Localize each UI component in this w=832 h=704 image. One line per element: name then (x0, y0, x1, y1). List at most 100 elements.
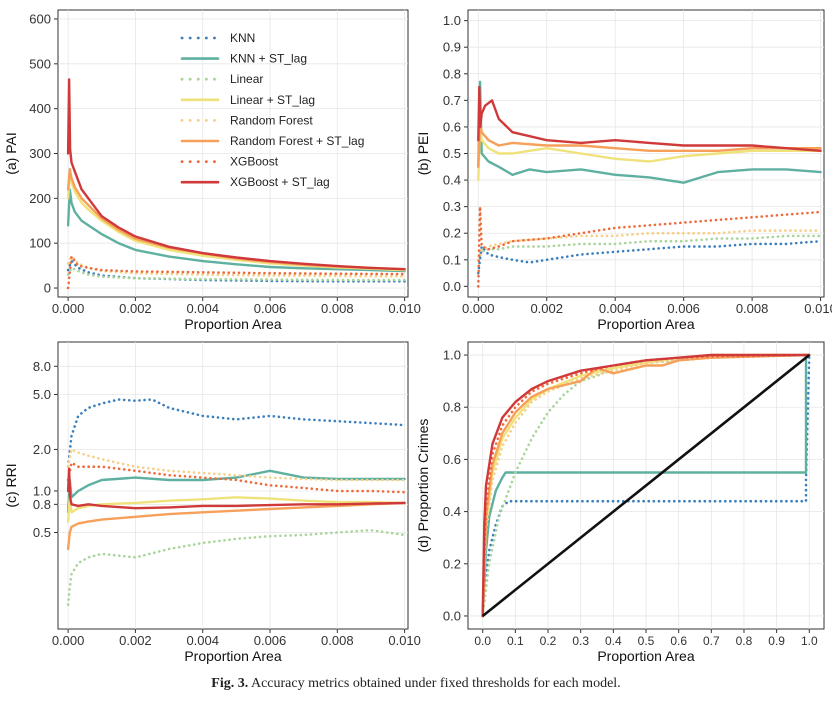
plot-area (476, 80, 822, 288)
series-random-forest-st-lag (66, 501, 406, 551)
x-axis-label: Proportion Area (597, 648, 694, 664)
panel-c: 0.000 0.002 0.004 0.006 0.008 0.010 0.5 0.81.0 2… (3, 341, 421, 664)
series-knn (66, 398, 406, 469)
legend-item: XGBoost + ST_lag (180, 175, 330, 189)
legend-label: Linear (230, 72, 263, 86)
x-tick-label: 0.3 (572, 634, 589, 648)
x-tick-label: 0.5 (638, 634, 655, 648)
x-tick-label: 0.002 (530, 301, 563, 316)
x-axis-label: Proportion Area (184, 648, 281, 664)
y-axis-label: (a) PAI (3, 132, 19, 175)
x-tick-label: 0.2 (540, 634, 557, 648)
series-knn-st-lag (477, 80, 822, 184)
legend-label: XGBoost (230, 155, 279, 169)
series-linear (476, 234, 822, 262)
legend-label: KNN (230, 31, 255, 45)
series-xgboost-st-lag (481, 353, 811, 618)
y-tick-label: 300 (29, 146, 51, 161)
x-tick-label: 0.010 (804, 301, 832, 316)
figure-caption: Fig. 3. Accuracy metrics obtained under … (0, 676, 832, 692)
legend-item: Random Forest + ST_lag (180, 134, 364, 148)
y-axis-label: (c) RRI (3, 463, 19, 507)
caption-text: Accuracy metrics obtained under fixed th… (250, 676, 621, 691)
x-tick-label: 0.004 (186, 301, 219, 316)
series-knn-st-lag (66, 188, 406, 273)
x-tick-label: 0.6 (670, 634, 687, 648)
legend-item: XGBoost (180, 155, 279, 169)
legend-label: XGBoost + ST_lag (230, 175, 330, 189)
y-tick-label: 0.6 (443, 452, 461, 467)
x-tick-label: 0.010 (388, 301, 421, 316)
legend-item: KNN (180, 31, 255, 45)
series-random-forest (66, 255, 406, 278)
x-tick-label: 0.002 (119, 301, 152, 316)
series-linear (66, 266, 406, 282)
y-tick-label: 0.7 (443, 93, 461, 108)
x-tick-label: 0.006 (254, 633, 287, 648)
y-tick-label: 0.8 (443, 400, 461, 415)
series-xgboost (66, 461, 406, 494)
y-tick-label: 1.0 (443, 13, 461, 28)
figure: 0.000 0.002 0.004 0.006 0.008 0.010 0 100 200 300… (3, 9, 832, 664)
x-tick-label: 0.7 (703, 634, 720, 648)
legend-item: Random Forest (180, 113, 313, 127)
y-tick-label: 0 (44, 281, 51, 296)
series-linear-st-lag (66, 496, 406, 523)
y-tick-label: 1.0 (33, 483, 51, 498)
x-tick-label: 0.9 (768, 634, 785, 648)
x-tick-label: 0.006 (667, 301, 700, 316)
panel-frame (57, 341, 409, 630)
x-tick-label: 0.006 (254, 301, 287, 316)
y-tick-label: 400 (29, 101, 51, 116)
legend-item: Linear (180, 72, 263, 86)
x-tick-label: 0.002 (119, 633, 152, 648)
legend-label: Random Forest (230, 113, 313, 127)
x-tick-label: 0.000 (52, 633, 85, 648)
series-linear (66, 528, 406, 607)
y-tick-label: 0.4 (443, 504, 461, 519)
y-tick-label: 8.0 (33, 359, 51, 374)
y-tick-label: 5.0 (33, 387, 51, 402)
x-tick-label: 0.010 (388, 633, 421, 648)
y-tick-label: 0.3 (443, 199, 461, 214)
y-tick-label: 100 (29, 236, 51, 251)
x-tick-label: 0.008 (321, 633, 354, 648)
panel-b: 0.000 0.002 0.004 0.006 0.008 0.010 0.0 0.1 0.2 0… (415, 9, 832, 332)
x-tick-label: 0.4 (605, 634, 622, 648)
series-knn (476, 239, 822, 275)
x-tick-label: 0.000 (52, 301, 85, 316)
series-xgboost-st-lag (66, 467, 406, 510)
legend: KNN KNN + ST_lag Linear Linear + ST_lag Rand… (180, 31, 364, 189)
legend-label: Random Forest + ST_lag (230, 134, 364, 148)
x-tick-label: 0.000 (462, 301, 495, 316)
x-tick-label: 0.004 (599, 301, 632, 316)
reference-diagonal-line (481, 354, 811, 617)
x-tick-label: 0.8 (736, 634, 753, 648)
series-random-forest (476, 229, 822, 262)
y-tick-label: 500 (29, 56, 51, 71)
y-tick-label: 200 (29, 191, 51, 206)
x-axis-label: Proportion Area (597, 316, 694, 332)
series-random-forest-st-lag (481, 353, 811, 618)
legend-item: KNN + ST_lag (180, 52, 307, 66)
series-random-forest-st-lag (477, 120, 822, 169)
y-tick-label: 0.2 (443, 556, 461, 571)
y-tick-label: 0.5 (443, 146, 461, 161)
series-random-forest (481, 353, 811, 618)
series-linear (481, 353, 811, 618)
x-tick-label: 0.1 (507, 634, 524, 648)
plot-area (481, 353, 811, 618)
series-xgboost-st-lag (477, 85, 822, 153)
x-tick-label: 0.008 (321, 301, 354, 316)
y-axis-label: (d) Proportion Crimes (415, 419, 431, 553)
legend-item: Linear + ST_lag (180, 93, 315, 107)
plot-area (66, 78, 406, 290)
y-tick-label: 0.9 (443, 40, 461, 55)
series-linear-st-lag (477, 125, 822, 182)
y-tick-label: 0.5 (33, 525, 51, 540)
x-tick-label: 0.0 (474, 634, 491, 648)
series-random-forest (66, 448, 406, 482)
panel-d: 0.0 0.1 0.2 0.3 0.4 0.5 0.6 0.7 0.8 0.9 1.0 0.0 0.2 0… (415, 341, 825, 664)
plot-area (66, 398, 406, 607)
series-knn-st-lag (481, 353, 811, 618)
